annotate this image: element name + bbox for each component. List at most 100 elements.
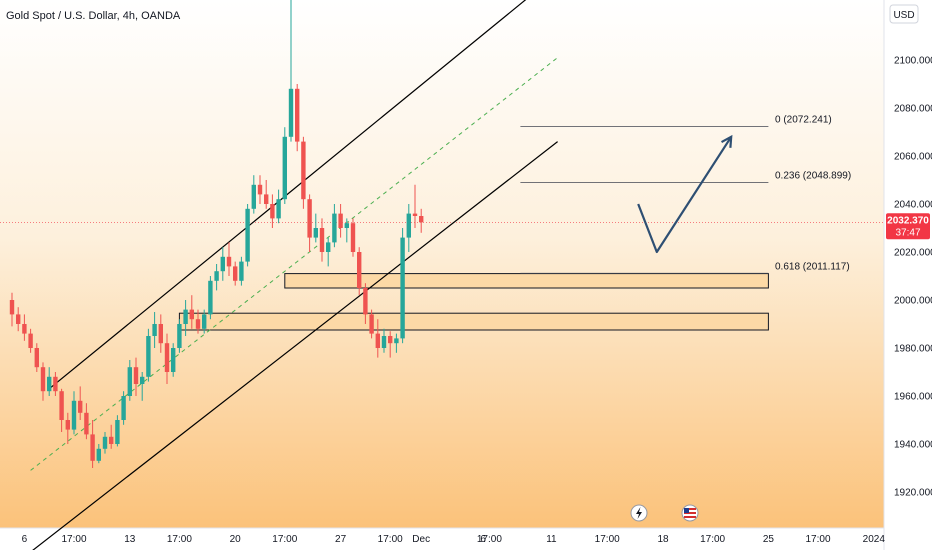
x-tick-label: 17:00 [805, 534, 830, 545]
projection-arrow [637, 134, 733, 254]
candle-body [152, 324, 157, 336]
candle-body [164, 343, 170, 372]
candle-body [146, 336, 151, 377]
candle-body [375, 333, 380, 348]
candle-body [350, 223, 356, 252]
candle-body [109, 436, 114, 444]
price-badge: 2032.370 37:47 [886, 213, 930, 240]
x-tick-label: 6 [22, 534, 28, 545]
y-tick-label: 2020.000 [894, 248, 932, 259]
candle-body [270, 204, 275, 219]
candle-body [121, 396, 126, 420]
x-tick-label: 11 [546, 534, 557, 545]
support-zones [178, 273, 769, 331]
y-tick-label: 2080.000 [894, 104, 932, 115]
fib-level-label: 0 (2072.241) [775, 115, 832, 126]
candle-body [102, 436, 108, 449]
price-badge-value: 2032.370 [887, 215, 929, 226]
candle-body [245, 208, 250, 262]
candle-body [344, 223, 349, 228]
candle-body [40, 367, 46, 392]
candle-body [214, 271, 219, 281]
x-axis: 6 17:00 13 17:00 20 17:00 27 17:00 Dec 6 17:00 11 17… [22, 534, 886, 545]
x-tick-label: 17:00 [595, 534, 620, 545]
candle-body [412, 213, 418, 216]
candle-body [90, 434, 95, 461]
candle-body [332, 213, 337, 243]
candle-body [84, 412, 89, 435]
fib-level-label: 0.618 (2011.117) [775, 261, 850, 272]
candle-body [177, 324, 182, 348]
y-tick-label: 1980.000 [894, 344, 932, 355]
candle-body [78, 400, 83, 413]
candle-body [115, 420, 120, 444]
projection-arrowhead [721, 134, 733, 148]
fibonacci-levels: 0 (2072.241) 0.236 (2048.899) 0.618 (2011.… [520, 115, 851, 274]
x-tick-label: 17:00 [167, 534, 192, 545]
candle-body [400, 237, 405, 339]
price-badge-box [886, 213, 930, 240]
candle-body [189, 309, 194, 320]
candle-body [233, 266, 238, 281]
x-tick-label: 18 [657, 534, 669, 545]
y-axis: 1920.000 1940.000 1960.000 1980.000 2000.000… [894, 56, 932, 499]
candle-body [158, 324, 163, 344]
channel-lower-line [32, 141, 558, 550]
currency-label: USD [893, 10, 914, 21]
y-tick-label: 1920.000 [894, 488, 932, 499]
candle-body [295, 88, 300, 142]
x-tick-label: Dec [412, 534, 430, 545]
x-tick-label: 13 [124, 534, 136, 545]
candle-body [195, 319, 201, 329]
candle-body [406, 213, 411, 238]
candle-body [319, 228, 325, 252]
candle-body [251, 184, 256, 209]
y-tick-label: 2040.000 [894, 200, 932, 211]
candle-body [28, 333, 33, 348]
candle-body [313, 228, 318, 238]
x-tick-label: 17:00 [272, 534, 297, 545]
currency-button[interactable]: USD [889, 4, 919, 24]
projection-path [637, 136, 733, 254]
us-flag-icon[interactable] [681, 504, 699, 522]
candle-body [301, 141, 306, 200]
candle-body [220, 256, 225, 272]
candle-body [16, 314, 21, 324]
y-tick-label: 1960.000 [894, 392, 932, 403]
x-axis-background [0, 528, 884, 550]
x-tick-label: 27 [335, 534, 347, 545]
candle-body [276, 199, 281, 219]
y-tick-label: 2100.000 [894, 56, 932, 67]
candle-body [257, 184, 263, 195]
candle-body [363, 288, 368, 315]
candle-body [22, 324, 27, 334]
candle-body [307, 199, 312, 238]
candle-body [208, 280, 213, 315]
candle-body [226, 256, 232, 267]
candle-body [357, 252, 362, 288]
chart-title: Gold Spot / U.S. Dollar, 4h, OANDA [6, 10, 181, 22]
fib-level-label: 0.236 (2048.899) [775, 171, 851, 182]
lightning-icon[interactable] [630, 504, 648, 522]
candle-body [127, 367, 132, 396]
candle-body [71, 400, 77, 430]
candle-body [338, 213, 343, 228]
x-tick-label: 20 [230, 534, 242, 545]
candle-body [9, 300, 15, 315]
candle-body [264, 194, 269, 204]
candle-body [59, 391, 64, 420]
candle-body [65, 420, 70, 430]
x-tick-label: 17:00 [61, 534, 86, 545]
y-tick-label: 1940.000 [894, 440, 932, 451]
x-tick-label: 17:00 [700, 534, 725, 545]
candle-body [381, 336, 387, 348]
candle-body [282, 136, 287, 200]
x-tick-label: 2024 [863, 534, 886, 545]
candle-body [140, 376, 145, 384]
price-badge-countdown: 37:47 [895, 227, 920, 238]
x-tick-label: 6 [480, 534, 486, 545]
candle-body [96, 448, 101, 461]
candle-body [183, 309, 188, 324]
